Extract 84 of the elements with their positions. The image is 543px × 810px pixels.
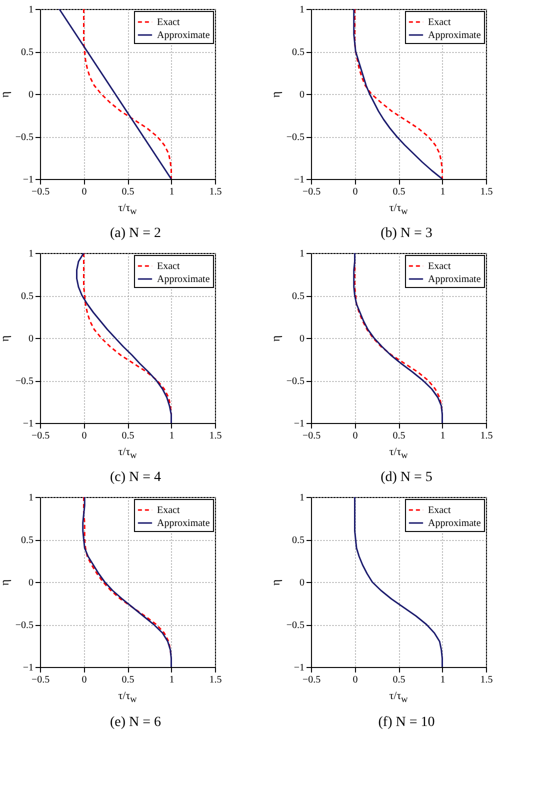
x-tick-label: 0 bbox=[82, 674, 87, 686]
x-tick-label: 1.5 bbox=[480, 186, 493, 198]
x-axis-title: τ/τ$_{w}$ bbox=[388, 446, 409, 460]
y-tick-label: 1 bbox=[28, 492, 34, 504]
y-tick-label: 1 bbox=[28, 4, 34, 16]
x-tick-label: 1 bbox=[169, 430, 174, 442]
x-tick-label: 1 bbox=[440, 186, 446, 198]
y-axis-title: η bbox=[0, 336, 12, 342]
x-tick-label: 1.5 bbox=[480, 430, 493, 442]
x-tick-label: 1 bbox=[440, 430, 446, 442]
x-axis-title: τ/τ$_{w}$ bbox=[388, 202, 409, 216]
y-tick-label: −1 bbox=[294, 174, 304, 186]
x-tick-label: 1.5 bbox=[480, 674, 493, 686]
y-tick-label: 1 bbox=[300, 492, 304, 504]
y-tick-label: −1 bbox=[294, 662, 304, 674]
x-tick-label: 1 bbox=[169, 674, 174, 686]
y-tick-label: 0 bbox=[300, 334, 304, 345]
x-tick-label: 1.5 bbox=[209, 430, 222, 442]
y-tick-label: 0.5 bbox=[292, 291, 304, 302]
x-tick-label: 0 bbox=[352, 186, 358, 198]
x-tick-label: 0 bbox=[352, 674, 358, 686]
legend-label: Approximate bbox=[157, 274, 210, 286]
text: (b) N = 3 bbox=[380, 226, 434, 242]
x-axis-title: τ/τ$_{w}$ bbox=[388, 690, 409, 705]
y-axis-title: η bbox=[0, 91, 12, 98]
legend-label: Exact bbox=[428, 261, 451, 272]
y-tick-label: 0.5 bbox=[21, 291, 34, 302]
y-axis-title: η bbox=[0, 580, 12, 586]
x-tick-label: 0 bbox=[82, 186, 87, 198]
x-tick-label: 0.5 bbox=[122, 186, 134, 198]
x-tick-label: 0 bbox=[82, 430, 87, 442]
y-tick-label: 0.5 bbox=[292, 535, 304, 546]
legend-label: Approximate bbox=[428, 30, 482, 41]
x-tick-label: 1 bbox=[169, 186, 174, 198]
y-tick-label: 0 bbox=[28, 334, 34, 345]
legend-label: Exact bbox=[157, 505, 180, 516]
y-tick-label: −0.5 bbox=[15, 620, 34, 632]
y-tick-label: −0.5 bbox=[286, 376, 304, 388]
legend-label: Approximate bbox=[428, 518, 482, 530]
y-tick-label: 1 bbox=[300, 248, 304, 260]
x-tick-label: 1 bbox=[440, 674, 446, 686]
y-tick-label: −0.5 bbox=[15, 376, 34, 388]
x-tick-label: 0.5 bbox=[392, 430, 406, 442]
text: (a) N = 2 bbox=[108, 226, 162, 242]
y-axis-title: η bbox=[268, 580, 282, 586]
legend-label: Exact bbox=[157, 261, 180, 272]
x-tick-label: 0 bbox=[352, 430, 358, 442]
y-tick-label: 0.5 bbox=[21, 535, 34, 546]
y-tick-label: 0 bbox=[300, 578, 304, 589]
y-axis-title: η bbox=[268, 91, 282, 98]
x-axis-title: τ/τ$_{w}$ bbox=[117, 690, 138, 705]
x-tick-label: 0.5 bbox=[392, 186, 406, 198]
y-tick-label: 0.5 bbox=[21, 47, 34, 58]
y-tick-label: 0.5 bbox=[292, 47, 304, 58]
x-tick-label: 0.5 bbox=[122, 674, 134, 686]
y-tick-label: 1 bbox=[28, 248, 34, 260]
x-tick-label: 1.5 bbox=[209, 186, 222, 198]
legend-label: Exact bbox=[428, 17, 451, 28]
text: (d) N = 5 bbox=[380, 470, 434, 486]
y-tick-label: 0 bbox=[28, 578, 34, 589]
x-tick-label: 0.5 bbox=[392, 674, 406, 686]
legend-label: Approximate bbox=[157, 30, 210, 41]
text: (e) N = 6 bbox=[108, 714, 162, 731]
y-tick-label: −1 bbox=[22, 418, 34, 430]
y-axis-title: η bbox=[268, 336, 282, 342]
legend-label: Approximate bbox=[428, 274, 482, 286]
legend-label: Exact bbox=[157, 17, 180, 28]
text: (f) N = 10 bbox=[377, 714, 436, 731]
legend-label: Approximate bbox=[157, 518, 210, 530]
y-tick-label: −1 bbox=[22, 662, 34, 674]
y-tick-label: −1 bbox=[22, 174, 34, 186]
legend-label: Exact bbox=[428, 505, 451, 516]
y-tick-label: 1 bbox=[300, 4, 304, 16]
y-tick-label: 0 bbox=[300, 90, 304, 100]
y-tick-label: −1 bbox=[294, 418, 304, 430]
x-axis-title: τ/τ$_{w}$ bbox=[117, 446, 138, 460]
y-tick-label: −0.5 bbox=[286, 132, 304, 143]
y-tick-label: −0.5 bbox=[286, 620, 304, 632]
x-axis-title: τ/τ$_{w}$ bbox=[117, 202, 138, 216]
text: (c) N = 4 bbox=[108, 470, 162, 486]
y-tick-label: 0 bbox=[28, 90, 34, 100]
y-tick-label: −0.5 bbox=[15, 132, 34, 143]
x-tick-label: 0.5 bbox=[122, 430, 134, 442]
x-tick-label: 1.5 bbox=[209, 674, 222, 686]
